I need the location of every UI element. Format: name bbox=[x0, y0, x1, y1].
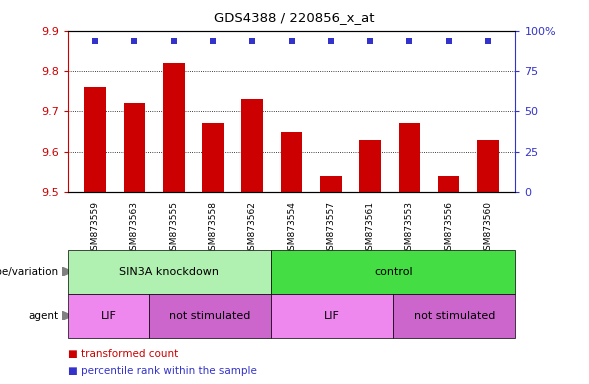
Bar bbox=[202, 124, 224, 192]
Text: not stimulated: not stimulated bbox=[170, 311, 251, 321]
Bar bbox=[281, 131, 302, 192]
Point bbox=[91, 38, 100, 44]
Bar bbox=[163, 63, 184, 192]
Point bbox=[130, 38, 139, 44]
Bar bbox=[359, 139, 381, 192]
Text: GSM873557: GSM873557 bbox=[326, 201, 335, 256]
Point bbox=[483, 38, 492, 44]
Point bbox=[444, 38, 454, 44]
Text: GSM873554: GSM873554 bbox=[287, 201, 296, 255]
Text: GSM873560: GSM873560 bbox=[484, 201, 492, 256]
Text: LIF: LIF bbox=[325, 311, 340, 321]
Bar bbox=[241, 99, 263, 192]
Text: ■ percentile rank within the sample: ■ percentile rank within the sample bbox=[68, 366, 257, 376]
Bar bbox=[438, 176, 459, 192]
Bar bbox=[320, 176, 342, 192]
Text: GDS4388 / 220856_x_at: GDS4388 / 220856_x_at bbox=[214, 12, 375, 25]
Text: LIF: LIF bbox=[101, 311, 117, 321]
Text: not stimulated: not stimulated bbox=[413, 311, 495, 321]
Text: GSM873553: GSM873553 bbox=[405, 201, 414, 256]
Point bbox=[405, 38, 414, 44]
Text: agent: agent bbox=[29, 311, 59, 321]
Text: genotype/variation: genotype/variation bbox=[0, 266, 59, 277]
Point bbox=[247, 38, 257, 44]
Point bbox=[169, 38, 178, 44]
Text: ■ transformed count: ■ transformed count bbox=[68, 349, 178, 359]
Point bbox=[326, 38, 336, 44]
Text: GSM873563: GSM873563 bbox=[130, 201, 139, 256]
Point bbox=[287, 38, 296, 44]
Text: GSM873555: GSM873555 bbox=[169, 201, 178, 256]
Text: GSM873558: GSM873558 bbox=[209, 201, 217, 256]
Point bbox=[365, 38, 375, 44]
Bar bbox=[477, 139, 499, 192]
Polygon shape bbox=[62, 267, 72, 276]
Point bbox=[209, 38, 218, 44]
Bar bbox=[399, 124, 420, 192]
Text: GSM873559: GSM873559 bbox=[91, 201, 100, 256]
Text: GSM873562: GSM873562 bbox=[248, 201, 257, 255]
Text: control: control bbox=[374, 266, 413, 277]
Text: GSM873561: GSM873561 bbox=[366, 201, 375, 256]
Text: SIN3A knockdown: SIN3A knockdown bbox=[120, 266, 220, 277]
Bar bbox=[124, 103, 145, 192]
Polygon shape bbox=[62, 311, 72, 320]
Text: GSM873556: GSM873556 bbox=[444, 201, 453, 256]
Bar bbox=[84, 87, 106, 192]
